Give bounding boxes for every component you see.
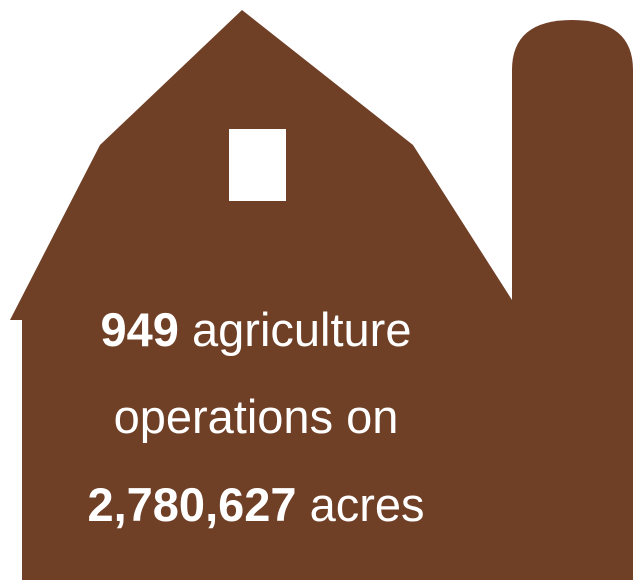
operations-label: agriculture: [178, 303, 412, 356]
stat-line-acres: 2,780,627 acres: [0, 481, 512, 528]
acres-count: 2,780,627: [87, 478, 297, 531]
hayloft-window: [229, 129, 286, 201]
operations-count: 949: [100, 303, 179, 356]
acres-label: acres: [296, 478, 425, 531]
silo-icon: [512, 20, 633, 580]
stat-line-operations-on: operations on: [0, 393, 512, 440]
operations-on-label: operations on: [113, 390, 399, 443]
barn-icon: [10, 10, 512, 580]
stat-line-operations-count: 949 agriculture: [0, 306, 512, 353]
